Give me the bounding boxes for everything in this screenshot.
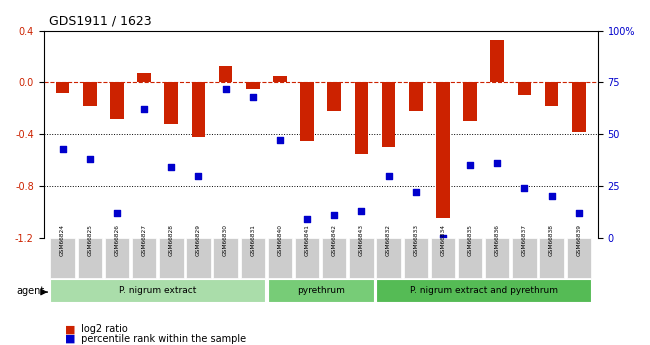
Text: GSM66839: GSM66839 — [577, 225, 581, 256]
FancyBboxPatch shape — [349, 238, 374, 278]
Text: log2 ratio: log2 ratio — [78, 325, 128, 334]
Bar — [192, 82, 205, 137]
Point — [519, 185, 530, 191]
Text: P. nigrum extract: P. nigrum extract — [119, 286, 196, 295]
Bar — [110, 82, 124, 119]
Bar — [273, 76, 287, 82]
Text: GSM66828: GSM66828 — [169, 225, 174, 256]
FancyBboxPatch shape — [458, 238, 482, 278]
Text: pyrethrum: pyrethrum — [297, 286, 344, 295]
Bar — [517, 82, 531, 95]
Text: GSM66834: GSM66834 — [441, 225, 445, 256]
Text: GSM66841: GSM66841 — [305, 225, 309, 256]
FancyBboxPatch shape — [51, 279, 265, 303]
Text: GSM66825: GSM66825 — [87, 225, 92, 256]
Text: GSM66824: GSM66824 — [60, 225, 65, 256]
Text: GSM66843: GSM66843 — [359, 225, 364, 256]
FancyBboxPatch shape — [512, 238, 537, 278]
Bar — [300, 82, 314, 141]
Point — [57, 146, 68, 151]
FancyBboxPatch shape — [376, 279, 591, 303]
Point — [437, 235, 448, 240]
FancyBboxPatch shape — [240, 238, 265, 278]
FancyBboxPatch shape — [159, 238, 183, 278]
Point — [248, 94, 258, 100]
Text: GSM66838: GSM66838 — [549, 225, 554, 256]
Point — [573, 210, 584, 216]
Text: GSM66829: GSM66829 — [196, 225, 201, 256]
Point — [220, 86, 231, 91]
FancyBboxPatch shape — [485, 238, 510, 278]
Text: GSM66837: GSM66837 — [522, 225, 527, 256]
FancyBboxPatch shape — [322, 238, 346, 278]
Text: ■: ■ — [65, 334, 75, 344]
Text: GSM66835: GSM66835 — [467, 225, 473, 256]
Point — [465, 162, 475, 168]
FancyBboxPatch shape — [268, 238, 292, 278]
Bar — [463, 82, 477, 121]
Bar — [219, 66, 233, 82]
FancyBboxPatch shape — [404, 238, 428, 278]
Point — [547, 194, 557, 199]
FancyBboxPatch shape — [105, 238, 129, 278]
FancyBboxPatch shape — [51, 238, 75, 278]
Text: percentile rank within the sample: percentile rank within the sample — [78, 334, 246, 344]
Text: P. nigrum extract and pyrethrum: P. nigrum extract and pyrethrum — [410, 286, 558, 295]
Text: GSM66833: GSM66833 — [413, 225, 418, 256]
Bar — [491, 40, 504, 82]
FancyBboxPatch shape — [567, 238, 591, 278]
Text: GSM66836: GSM66836 — [495, 225, 500, 256]
Point — [166, 165, 177, 170]
FancyBboxPatch shape — [77, 238, 102, 278]
Text: agent: agent — [17, 286, 45, 296]
FancyBboxPatch shape — [540, 238, 564, 278]
Bar — [409, 82, 423, 111]
Point — [329, 212, 339, 218]
Point — [193, 173, 203, 178]
Text: GSM66840: GSM66840 — [278, 225, 283, 256]
Bar — [137, 73, 151, 82]
Point — [302, 216, 312, 222]
Text: GSM66832: GSM66832 — [386, 225, 391, 256]
Point — [384, 173, 394, 178]
FancyBboxPatch shape — [295, 238, 319, 278]
FancyBboxPatch shape — [213, 238, 238, 278]
Bar — [83, 82, 97, 106]
Point — [411, 189, 421, 195]
Bar — [328, 82, 341, 111]
FancyBboxPatch shape — [268, 279, 374, 303]
FancyBboxPatch shape — [376, 238, 401, 278]
FancyBboxPatch shape — [132, 238, 157, 278]
Point — [139, 107, 150, 112]
Bar — [246, 82, 259, 89]
FancyBboxPatch shape — [186, 238, 211, 278]
Bar — [545, 82, 558, 106]
Text: ■: ■ — [65, 325, 75, 334]
Point — [492, 160, 502, 166]
Point — [275, 138, 285, 143]
Point — [84, 156, 95, 162]
Text: GSM66826: GSM66826 — [114, 225, 120, 256]
Bar — [164, 82, 178, 124]
Text: GDS1911 / 1623: GDS1911 / 1623 — [49, 15, 151, 28]
Text: GSM66830: GSM66830 — [223, 225, 228, 256]
Text: GSM66831: GSM66831 — [250, 225, 255, 256]
Bar — [436, 82, 450, 218]
Point — [356, 208, 367, 214]
Point — [112, 210, 122, 216]
FancyBboxPatch shape — [431, 238, 455, 278]
Bar — [355, 82, 369, 154]
Text: GSM66842: GSM66842 — [332, 225, 337, 256]
Bar — [56, 82, 70, 93]
Text: GSM66827: GSM66827 — [142, 225, 147, 256]
Bar — [382, 82, 395, 147]
Bar — [572, 82, 586, 131]
